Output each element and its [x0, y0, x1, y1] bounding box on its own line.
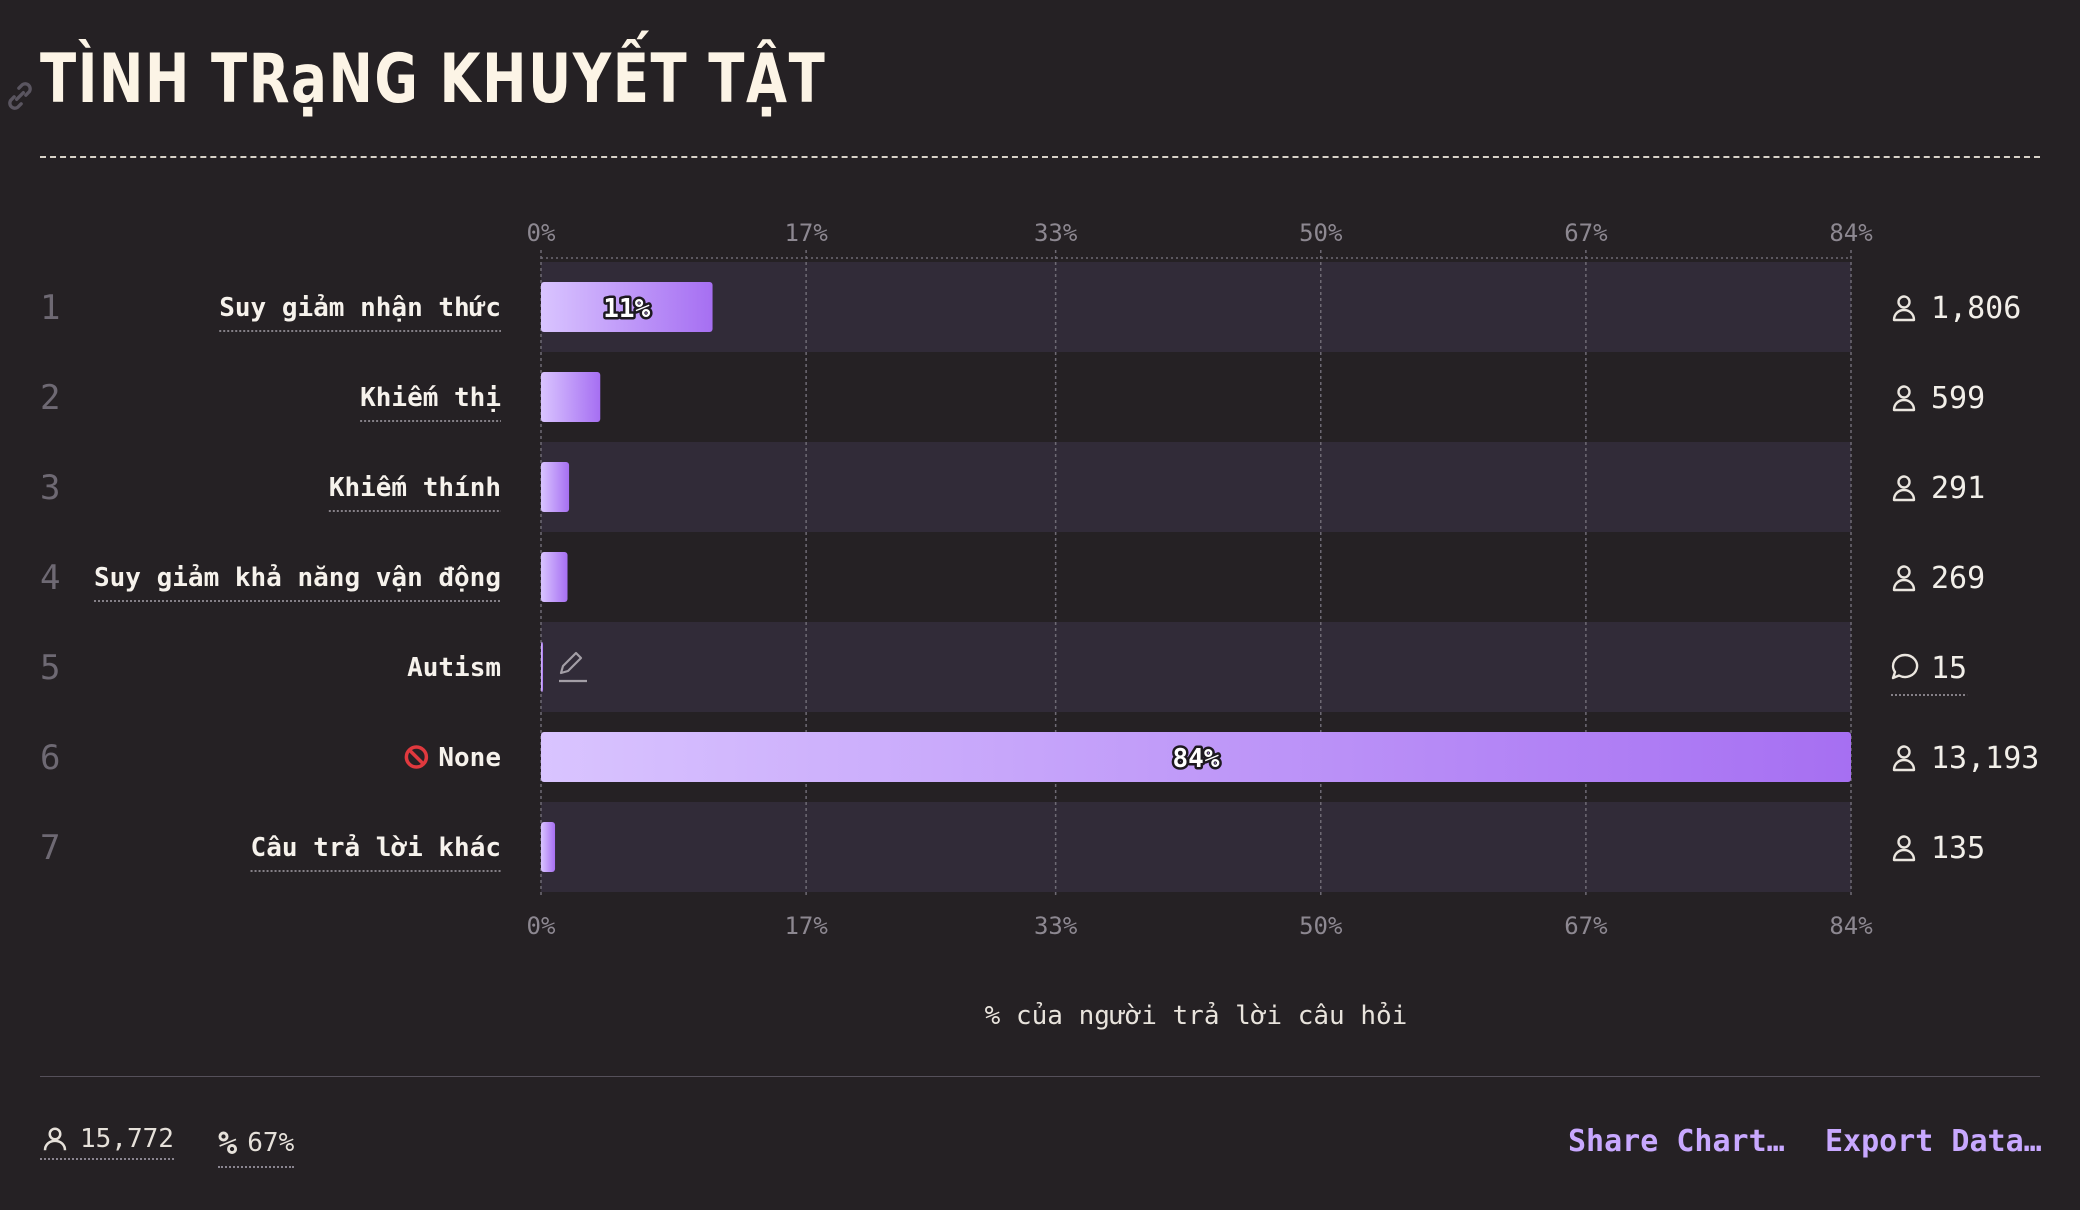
user-icon: [43, 1127, 67, 1151]
footer-divider: [40, 1076, 2040, 1077]
title-divider: [40, 156, 2040, 158]
export-data-button[interactable]: Export Data…: [1825, 1124, 2042, 1159]
bar[interactable]: [541, 732, 1851, 782]
user-icon: [1892, 835, 1916, 862]
respondent-count: 291: [1931, 471, 1985, 506]
respondent-count: 599: [1931, 381, 1985, 416]
rank-number: 7: [40, 828, 60, 868]
x-tick-label-bottom: 17%: [784, 912, 828, 940]
rank-number: 3: [40, 468, 60, 508]
x-tick-label-top: 84%: [1829, 219, 1873, 247]
category-label: Suy giảm khả năng vận động: [94, 563, 501, 593]
chart-title: TÌNH TRạNG KHUYẾT TẬT: [40, 40, 827, 119]
bar[interactable]: [541, 372, 601, 422]
x-tick-label-bottom: 67%: [1564, 912, 1608, 940]
user-icon: [1892, 385, 1916, 412]
category-label: Khiếm thính: [329, 473, 501, 503]
percent-icon: %: [218, 1124, 238, 1162]
share-chart-button[interactable]: Share Chart…: [1568, 1124, 1785, 1159]
bar[interactable]: [541, 822, 556, 872]
user-icon: [1892, 475, 1916, 502]
percent-value: 67%: [247, 1128, 295, 1158]
x-tick-label-top: 67%: [1564, 219, 1608, 247]
title-row: TÌNH TRạNG KHUYẾT TẬT: [8, 40, 1048, 119]
rank-number: 2: [40, 378, 60, 418]
x-tick-label-bottom: 50%: [1299, 912, 1343, 940]
x-tick-label-bottom: 84%: [1829, 912, 1873, 940]
respondent-count[interactable]: 15: [1931, 651, 1967, 686]
bar-chart: 0% 0% 17% 17% 33% 33% 50% 50% 67% 67% 84% 84% 1 Suy g…: [40, 219, 2039, 1031]
rank-number: 4: [40, 558, 60, 598]
row-band: [541, 622, 1851, 712]
respondent-count: 1,806: [1931, 291, 2021, 326]
rank-number: 5: [40, 648, 60, 688]
edit-icon: [559, 651, 587, 683]
comment-icon: [1891, 653, 1919, 680]
user-icon: [1892, 565, 1916, 592]
category-label: Suy giảm nhận thức: [219, 293, 501, 323]
rank-number: 1: [40, 288, 60, 328]
bar[interactable]: [541, 462, 570, 512]
x-tick-label-top: 0%: [527, 219, 556, 247]
row-band: [541, 442, 1851, 532]
respondents-stat[interactable]: 15,772: [40, 1124, 174, 1160]
respondent-count: 269: [1931, 561, 1985, 596]
prohibited-icon: [404, 745, 429, 769]
bar-value-label: 11%: [603, 294, 650, 324]
category-label: Câu trả lời khác: [251, 833, 501, 863]
respondent-count: 135: [1931, 831, 1985, 866]
x-tick-label-top: 50%: [1299, 219, 1343, 247]
respondents-count: 15,772: [80, 1124, 174, 1154]
rank-number: 6: [40, 738, 60, 778]
row-band: [541, 262, 1851, 352]
x-tick-label-bottom: 33%: [1034, 912, 1078, 940]
category-label: None: [438, 743, 501, 773]
bar-value-label: 84%: [1173, 744, 1220, 774]
row-band: [541, 802, 1851, 892]
x-tick-label-top: 17%: [784, 219, 828, 247]
x-tick-label-bottom: 0%: [527, 912, 556, 940]
respondent-count: 13,193: [1931, 741, 2039, 776]
user-icon: [1892, 295, 1916, 322]
x-axis-label: % của người trả lời câu hỏi: [985, 1001, 1408, 1031]
bar[interactable]: [541, 642, 543, 692]
user-icon: [1892, 745, 1916, 772]
bar[interactable]: [541, 552, 568, 602]
link-icon[interactable]: [0, 76, 40, 116]
category-label: Autism: [407, 653, 501, 683]
bar[interactable]: [541, 282, 713, 332]
x-tick-label-top: 33%: [1034, 219, 1078, 247]
category-label: Khiếm thị: [360, 383, 501, 413]
percent-stat[interactable]: % 67%: [218, 1124, 295, 1168]
